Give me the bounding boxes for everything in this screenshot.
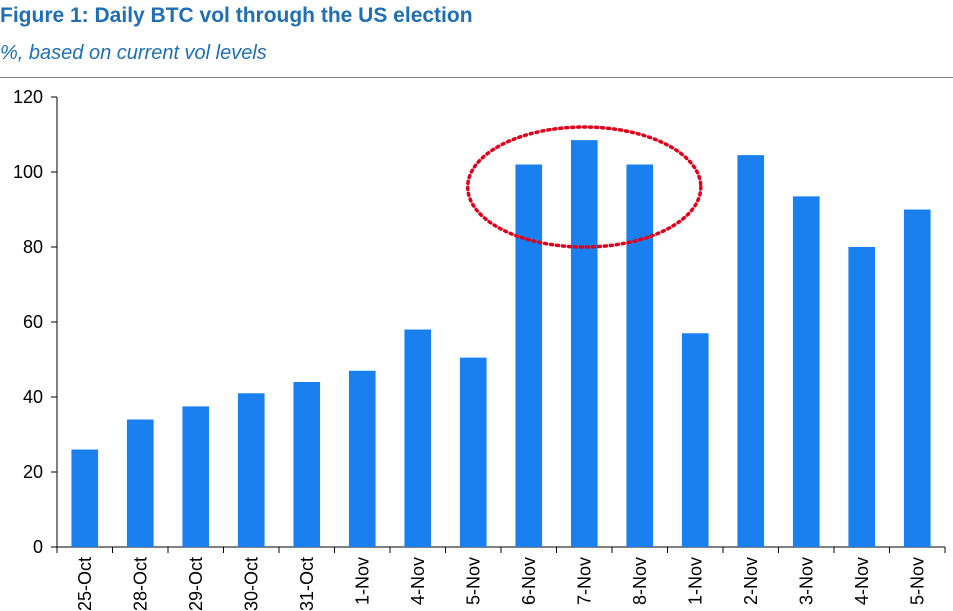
- title-divider: [0, 77, 953, 78]
- y-tick-label: 0: [33, 537, 43, 557]
- bar: [515, 164, 543, 547]
- y-tick-label: 20: [23, 462, 43, 482]
- x-tick-label: 8-Nov: [630, 557, 650, 605]
- bar: [681, 333, 709, 547]
- y-axis: 0 20 40 60 80 100 120: [13, 87, 58, 557]
- x-tick-label: 25-Oct: [75, 557, 95, 611]
- x-tick-label: 5-Nov: [463, 557, 483, 605]
- x-tick-label: 6-Nov: [519, 557, 539, 605]
- bar: [293, 382, 321, 547]
- bar: [737, 155, 765, 547]
- bar: [404, 329, 432, 547]
- x-tick-label: 4-Nov: [408, 557, 428, 605]
- x-tick-label: 4-Nov: [852, 557, 872, 605]
- highlight-ellipse: [465, 125, 703, 249]
- bar: [903, 209, 931, 547]
- x-tick-label: 3-Nov: [796, 557, 816, 605]
- bar: [848, 247, 876, 547]
- x-tick-label: 1-Nov: [685, 557, 705, 605]
- y-tick-label: 120: [13, 87, 43, 107]
- chart-title: Figure 1: Daily BTC vol through the US e…: [0, 4, 473, 27]
- x-tick-label: 7-Nov: [574, 557, 594, 605]
- y-tick-label: 60: [23, 312, 43, 332]
- x-tick-label: 30-Oct: [241, 557, 261, 611]
- x-tick-label: 31-Oct: [297, 557, 317, 611]
- y-tick-label: 100: [13, 162, 43, 182]
- bar: [71, 449, 99, 547]
- bar: [182, 406, 210, 547]
- bar: [126, 419, 154, 547]
- bar: [348, 370, 376, 547]
- bar: [459, 357, 487, 547]
- y-tick-label: 40: [23, 387, 43, 407]
- x-tick-label: 28-Oct: [130, 557, 150, 611]
- bar: [626, 164, 654, 547]
- x-tick-label: 2-Nov: [741, 557, 761, 605]
- bar: [237, 393, 265, 547]
- x-tick-label: 1-Nov: [352, 557, 372, 605]
- bar: [570, 140, 598, 547]
- chart-subtitle: %, based on current vol levels: [0, 42, 267, 64]
- bars: [71, 140, 931, 547]
- y-tick-label: 80: [23, 237, 43, 257]
- bar: [792, 196, 820, 547]
- x-axis: 25-Oct 28-Oct 29-Oct 30-Oct 31-Oct 1-Nov 4-Nov…: [56, 546, 946, 611]
- x-tick-label: 29-Oct: [186, 557, 206, 611]
- highlight: [465, 125, 703, 249]
- x-tick-label: 5-Nov: [907, 557, 927, 605]
